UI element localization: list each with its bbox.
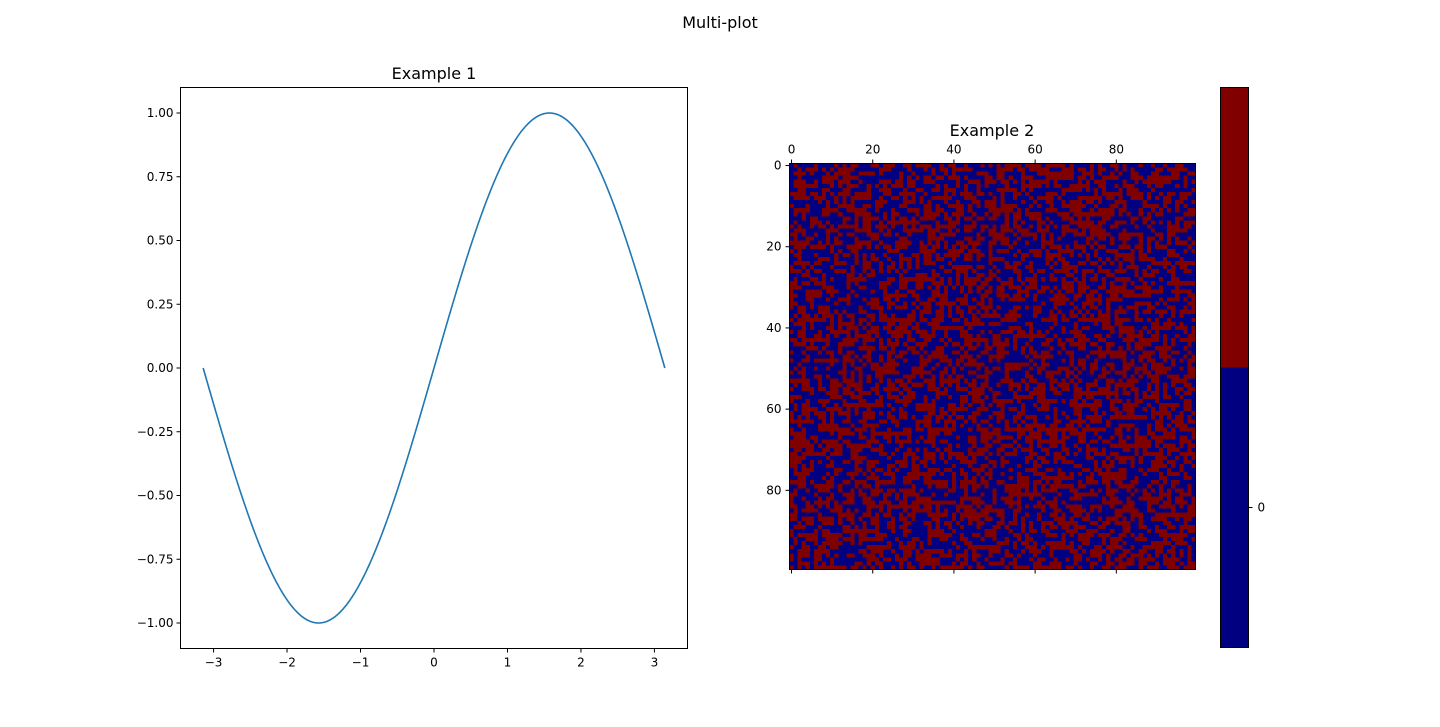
y-tick-label: 0.50 [147, 234, 174, 248]
x-tick-label: 2 [577, 656, 585, 670]
figure-suptitle: Multi-plot [682, 13, 758, 32]
heatmap-x-tick-label: 40 [946, 143, 961, 157]
heatmap-y-tick-label: 40 [766, 321, 781, 335]
heatmap-y-tick-label: 60 [766, 402, 781, 416]
y-tick-label: 0.25 [147, 297, 174, 311]
line-series-layer [202, 112, 666, 624]
y-tick-label: 0.75 [147, 170, 174, 184]
x-tick-label: −3 [205, 656, 223, 670]
heatmap-y-tick-label: 20 [766, 240, 781, 254]
colorbar: 0 [1220, 87, 1266, 648]
y-tick-label: 0.00 [147, 361, 174, 375]
heatmap-x-tick-label: 60 [1027, 143, 1042, 157]
heatmap-ticks: 0 20 40 60 80 0 20 40 60 80 [766, 143, 1124, 574]
x-tick-label: −2 [278, 656, 296, 670]
heatmap-x-tick-label: 0 [788, 143, 796, 157]
heatmap-y-tick-label: 80 [766, 483, 781, 497]
y-tick-label: 1.00 [147, 106, 174, 120]
line-chart-ticks: −3 −2 −1 0 1 2 3 −1.00 −0.75 −0.50 −0.25 0.00 0.25 0.… [137, 106, 659, 670]
heatmap-x-tick-label: 80 [1109, 143, 1124, 157]
y-tick-label: −0.50 [137, 489, 174, 503]
x-tick-label: −1 [352, 656, 370, 670]
y-tick-label: −0.75 [137, 552, 174, 566]
colorbar-segment [1220, 367, 1249, 648]
colorbar-segment [1220, 87, 1249, 368]
heatmap-cells-high [789, 163, 1196, 570]
colorbar-frame [1220, 87, 1249, 648]
colorbar-ticks: 0 [1248, 501, 1266, 515]
x-tick-label: 0 [430, 656, 438, 670]
heatmap-y-tick-label: 0 [774, 159, 782, 173]
line-chart-frame [180, 87, 688, 649]
y-tick-label: −1.00 [137, 616, 174, 630]
heatmap-frame [789, 163, 1196, 570]
line-chart-axes: Example 1 −3 −2 −1 0 1 2 3 −1.00 −0.75 −0.50 −0.25… [137, 64, 688, 670]
heatmap-x-tick-label: 20 [865, 143, 880, 157]
line-chart-title: Example 1 [392, 64, 477, 83]
heatmap-axes: Example 2 0 20 40 60 80 0 20 40 60 80 [766, 121, 1196, 574]
colorbar-segments [1220, 87, 1249, 648]
colorbar-tick-label: 0 [1258, 501, 1266, 515]
sine-series-line [202, 112, 666, 624]
x-tick-label: 3 [651, 656, 659, 670]
heatmap-image [789, 163, 1196, 570]
y-tick-label: −0.25 [137, 425, 174, 439]
x-tick-label: 1 [504, 656, 512, 670]
heatmap-title: Example 2 [950, 121, 1035, 140]
